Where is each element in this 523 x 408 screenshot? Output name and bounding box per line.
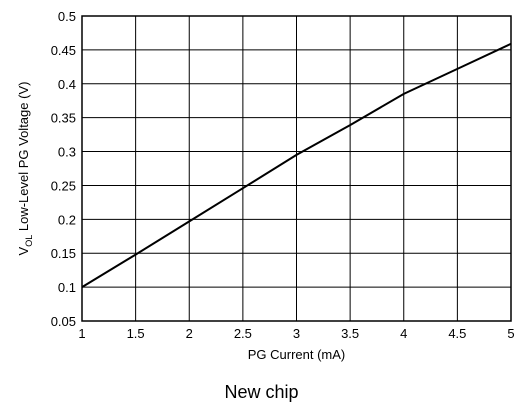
plot-area-frame — [81, 15, 512, 322]
x-tick-label-3: 2.5 — [234, 326, 252, 341]
x-tick-label-1: 1.5 — [127, 326, 145, 341]
y-tick-label-0: 0.05 — [51, 314, 76, 329]
x-tick-label-6: 4 — [400, 326, 407, 341]
x-tick-label-5: 3.5 — [341, 326, 359, 341]
vol-vs-pg-current-chart: 1 1.5 2 2.5 3 3.5 4 4.5 5 0.050.10.150.20.250.30… — [16, 9, 515, 362]
y-tick-label-4: 0.25 — [51, 178, 76, 193]
x-tick-label-0: 1 — [78, 326, 85, 341]
x-axis-tick-labels: 1 1.5 2 2.5 3 3.5 4 4.5 5 — [78, 326, 514, 341]
x-tick-label-7: 4.5 — [448, 326, 466, 341]
y-axis-label-subscript: OL — [24, 235, 34, 247]
y-tick-label-7: 0.4 — [58, 77, 76, 92]
y-tick-label-3: 0.2 — [58, 212, 76, 227]
y-axis-label-suffix: Low-Level PG Voltage (V) — [16, 82, 31, 235]
y-tick-label-1: 0.1 — [58, 280, 76, 295]
x-tick-label-8: 5 — [507, 326, 514, 341]
grid-lines — [81, 15, 512, 322]
y-tick-label-8: 0.45 — [51, 43, 76, 58]
series-line — [81, 42, 512, 288]
x-tick-label-2: 2 — [186, 326, 193, 341]
y-tick-label-9: 0.5 — [58, 9, 76, 24]
y-axis-label-prefix: V — [16, 246, 31, 255]
x-tick-label-4: 3 — [293, 326, 300, 341]
x-axis-label: PG Current (mA) — [248, 347, 346, 362]
y-tick-label-2: 0.15 — [51, 246, 76, 261]
y-tick-label-6: 0.35 — [51, 111, 76, 126]
y-axis-label: VOL Low-Level PG Voltage (V) — [16, 82, 34, 256]
chart-caption: New chip — [224, 382, 299, 402]
y-tick-label-5: 0.3 — [58, 145, 76, 160]
y-axis-tick-labels: 0.05 0.1 0.15 0.2 0.25 0.3 0.35 0.4 0.45 0.5 — [51, 9, 76, 329]
